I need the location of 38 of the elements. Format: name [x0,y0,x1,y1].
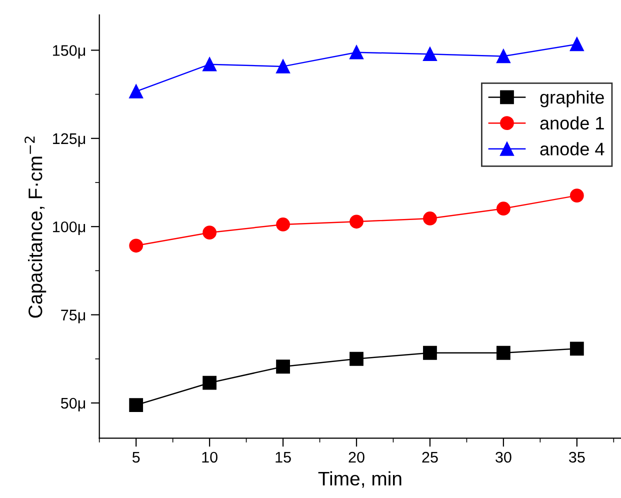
point [423,212,437,226]
y-tick-label: 150μ [53,45,86,59]
y-tick-label: 125μ [53,133,86,147]
point [496,49,510,64]
x-tick-label: 30 [496,452,512,463]
x-tick-label: 25 [422,452,438,463]
x-tick-label: 35 [569,452,585,463]
point [570,37,584,52]
point [276,218,290,232]
point [350,45,364,60]
x-tick-label: 20 [348,452,364,463]
point [202,226,217,240]
x-tick-label: 5 [132,452,140,463]
x-tick-label: 10 [202,452,218,463]
point [129,238,144,253]
y-tick-label: 50μ [60,398,86,412]
point [276,360,290,374]
point [496,202,510,216]
point [202,376,217,390]
y-tick-label: 100μ [53,221,86,236]
legend-label: anode 1 [540,116,604,130]
point [350,214,364,229]
x-tick-label: 15 [276,452,291,463]
point [129,398,144,412]
point [276,59,290,74]
point [570,342,584,356]
y-tick-label: 75μ [61,310,86,324]
point [423,346,437,360]
point [423,47,437,62]
legend-label: anode 4 [540,142,604,156]
point [570,188,584,202]
point [496,346,510,360]
x-axis-title: Time, min [318,471,402,488]
point [350,352,364,366]
y-axis-title: Capacitance, F·cm$^{−2}$ [24,136,46,318]
legend-label: graphite [540,90,604,108]
point [202,57,217,72]
point [129,84,144,98]
